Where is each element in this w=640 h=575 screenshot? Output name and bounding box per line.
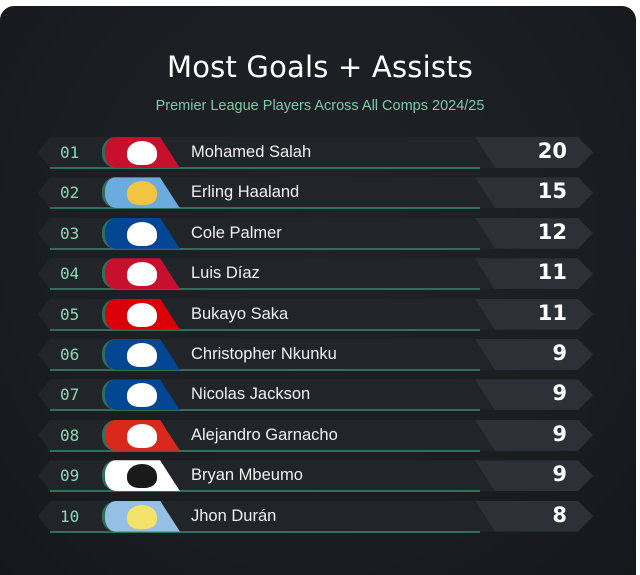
value-box: 11	[475, 298, 593, 330]
table-row: 02 Erling Haaland 15	[38, 177, 593, 210]
goals-assists-value: 11	[537, 300, 567, 325]
crest-symbol-icon	[127, 262, 157, 287]
row-underline	[50, 328, 480, 331]
goals-assists-value: 12	[537, 219, 567, 244]
rank-label: 06	[60, 345, 80, 364]
rank-label: 08	[60, 425, 80, 445]
value-box: 9	[475, 419, 593, 451]
crest-symbol-icon	[127, 141, 157, 165]
club-crest-icon	[102, 137, 180, 168]
goals-assists-value: 9	[552, 421, 567, 446]
table-row: 01 Mohamed Salah 20	[38, 137, 593, 169]
value-box: 9	[475, 339, 593, 370]
value-box: 9	[475, 379, 593, 411]
rank-label: 10	[60, 506, 80, 526]
row-underline	[50, 167, 480, 169]
goals-assists-value: 11	[537, 260, 567, 285]
table-row: 06 Christopher Nkunku 9	[38, 339, 593, 371]
player-name: Mohamed Salah	[191, 143, 312, 161]
value-box: 12	[475, 217, 593, 249]
goals-assists-value: 9	[552, 462, 567, 487]
player-name: Bukayo Saka	[191, 304, 289, 323]
value-box: 20	[475, 137, 593, 168]
crest-symbol-icon	[127, 464, 157, 489]
player-name: Erling Haaland	[191, 183, 300, 202]
club-crest-icon	[102, 460, 180, 492]
row-underline	[50, 449, 480, 452]
player-name: Jhon Durán	[191, 506, 277, 525]
table-row: 04 Luis Díaz 11	[38, 258, 593, 291]
goals-assists-value: 15	[537, 179, 567, 204]
table-row: 03 Cole Palmer 12	[38, 217, 593, 250]
crest-symbol-icon	[127, 221, 157, 246]
crest-symbol-icon	[127, 343, 157, 367]
crest-symbol-icon	[127, 302, 157, 327]
page-title: Most Goals + Assists	[166, 50, 474, 84]
goals-assists-value: 8	[552, 502, 567, 527]
table-row: 09 Bryan Mbeumo 9	[38, 460, 593, 493]
table-row: 10 Jhon Durán 8	[38, 500, 593, 533]
row-underline	[50, 207, 480, 210]
goals-assists-value: 9	[552, 381, 567, 406]
value-box: 8	[475, 500, 593, 532]
row-underline	[50, 369, 480, 371]
rank-label: 02	[60, 183, 80, 203]
crest-symbol-icon	[127, 181, 157, 206]
rank-label: 04	[60, 264, 80, 284]
infographic-card: Most Goals + Assists Premier League Play…	[0, 6, 636, 575]
goals-assists-value: 20	[537, 139, 567, 163]
row-underline	[50, 409, 480, 412]
player-name: Christopher Nkunku	[191, 345, 337, 363]
value-box: 15	[475, 177, 593, 209]
rank-label: 01	[60, 143, 80, 162]
value-box: 9	[475, 460, 593, 492]
table-row: 07 Nicolas Jackson 9	[38, 379, 593, 412]
crest-symbol-icon	[127, 383, 157, 408]
row-underline	[50, 247, 480, 250]
crest-symbol-icon	[127, 423, 157, 448]
rank-label: 07	[60, 385, 80, 405]
page-subtitle: Premier League Players Across All Comps …	[155, 98, 485, 114]
rank-label: 09	[60, 466, 80, 486]
player-name: Nicolas Jackson	[191, 385, 311, 404]
player-name: Cole Palmer	[191, 223, 282, 242]
row-underline	[50, 530, 480, 533]
row-underline	[50, 490, 480, 493]
crest-symbol-icon	[127, 504, 157, 529]
value-box: 11	[475, 258, 593, 290]
row-underline	[50, 288, 480, 291]
player-name: Bryan Mbeumo	[191, 466, 303, 485]
rank-label: 03	[60, 223, 80, 243]
goals-assists-value: 9	[552, 341, 567, 365]
player-name: Luis Díaz	[191, 264, 260, 283]
player-name: Alejandro Garnacho	[191, 425, 338, 444]
table-row: 08 Alejandro Garnacho 9	[38, 419, 593, 452]
table-row: 05 Bukayo Saka 11	[38, 298, 593, 331]
rank-label: 05	[60, 304, 80, 324]
